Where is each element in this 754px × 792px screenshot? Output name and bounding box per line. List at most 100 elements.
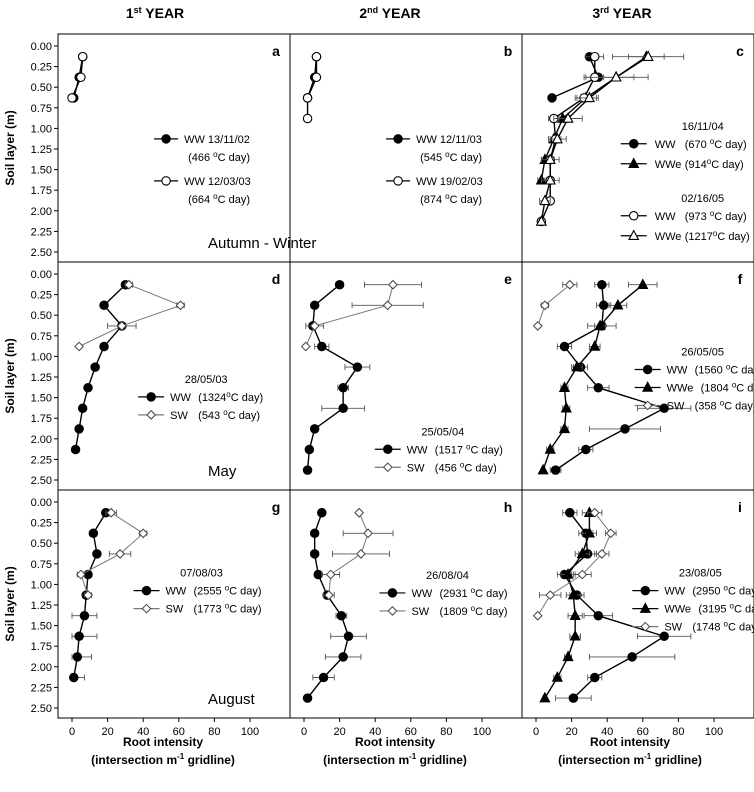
svg-text:(intersection m-1 gridline): (intersection m-1 gridline) <box>323 752 467 767</box>
legend-label: WW <box>655 211 676 223</box>
legend-sub: (1517 oC day) <box>435 442 503 456</box>
data-point <box>537 463 549 475</box>
y-tick-label: 2.50 <box>31 703 52 715</box>
y-tick-label: 0.75 <box>31 331 52 343</box>
x-tick-label: 100 <box>241 726 259 738</box>
y-tick-label: 2.50 <box>31 475 52 487</box>
legend-sub: (1560 oC day) <box>695 362 754 376</box>
series-line <box>78 284 183 347</box>
data-point <box>83 382 93 393</box>
data-point <box>593 610 604 621</box>
legend-label: WW <box>667 364 688 376</box>
x-tick-label: 0 <box>69 726 75 738</box>
data-point <box>309 424 320 434</box>
data-point <box>317 507 327 518</box>
y-tick-label: 2.50 <box>31 247 52 259</box>
data-point <box>388 279 398 290</box>
y-tick-label: 2.25 <box>31 454 52 466</box>
data-point <box>581 444 591 455</box>
data-point <box>576 547 588 559</box>
legend-marker <box>387 606 398 616</box>
data-point <box>74 424 84 434</box>
series-e-0 <box>302 279 371 475</box>
data-point <box>382 300 393 311</box>
legend-g: 07/08/03 WW (2555 oC day) SW (1773 oC day) <box>133 568 262 616</box>
legend-sub: (2931 oC day) <box>439 586 507 600</box>
legend-sub: (914oC day) <box>685 157 744 171</box>
data-point <box>593 382 604 393</box>
legend-marker <box>387 588 398 598</box>
data-point <box>325 569 336 580</box>
legend-label: WW 19/02/03 <box>416 176 483 188</box>
legend-header: 23/08/05 <box>679 568 722 580</box>
data-point <box>560 401 572 413</box>
data-point <box>605 528 616 539</box>
data-point <box>589 507 600 518</box>
series-a-1 <box>67 51 88 103</box>
data-point <box>568 693 579 703</box>
series-g-0 <box>69 507 111 683</box>
y-tick-label: 2.00 <box>31 206 52 218</box>
series-line <box>544 512 591 699</box>
legend-marker <box>642 364 653 375</box>
panel-b: b WW 12/11/03 (545 oC day) WW 19/02/03 (874 … <box>289 33 523 263</box>
ylabel-row-1: Soil layer (m) <box>3 110 17 185</box>
series-b-1 <box>302 51 322 124</box>
legend-marker <box>628 229 640 241</box>
series-h-0 <box>302 507 367 703</box>
legend-sub: (1748 oC day) <box>692 620 754 634</box>
data-point <box>564 279 575 290</box>
data-point <box>343 631 354 642</box>
legend-marker <box>628 157 640 169</box>
data-point <box>352 362 363 372</box>
data-point <box>583 526 596 538</box>
panel-letter: a <box>272 43 280 59</box>
legend-label: WW <box>407 444 428 456</box>
panel-letter: d <box>272 271 281 287</box>
data-point <box>79 610 90 621</box>
x-tick-label: 0 <box>533 726 539 738</box>
season-label: May <box>208 463 237 480</box>
y-tick-label: 1.00 <box>31 123 52 135</box>
xlabel-col-2: Root intensity (intersection m-1 gridlin… <box>323 735 467 767</box>
legend-header: 26/05/05 <box>681 346 724 358</box>
series-line <box>74 284 126 450</box>
data-point <box>304 444 315 455</box>
legend-sub: (456 oC day) <box>435 460 497 474</box>
y-tick-label: 2.25 <box>31 226 52 238</box>
data-point <box>550 465 561 475</box>
data-point <box>309 549 320 559</box>
legend-label: SW <box>667 400 685 412</box>
data-point <box>589 51 600 62</box>
panel-frame <box>289 489 523 719</box>
series-line <box>307 512 350 699</box>
svg-text:Root intensity: Root intensity <box>123 735 203 749</box>
data-point <box>70 444 81 455</box>
panel-letter: g <box>272 499 281 515</box>
data-point <box>594 319 606 331</box>
data-point <box>569 629 581 641</box>
data-point <box>589 340 601 351</box>
svg-text:(intersection m-1 gridline): (intersection m-1 gridline) <box>558 752 702 767</box>
data-point <box>544 153 556 164</box>
legend-e: 25/05/04 WW (1517 oC day) SW (456 oC day) <box>374 426 503 474</box>
data-point <box>620 424 630 434</box>
data-point <box>551 671 563 682</box>
panel-letter: c <box>736 43 744 59</box>
data-point <box>539 691 551 703</box>
y-tick-label: 0.25 <box>31 62 52 74</box>
legend-sub: (2950 oC day) <box>692 584 754 598</box>
legend-sub: (543 oC day) <box>198 408 260 422</box>
legend-marker <box>642 381 654 392</box>
panel-letter: h <box>504 499 513 515</box>
svg-text:Root intensity: Root intensity <box>590 735 670 749</box>
series-line <box>563 512 666 699</box>
y-tick-label: 1.75 <box>31 413 52 425</box>
data-point <box>612 298 624 310</box>
data-point <box>317 341 327 352</box>
data-point <box>318 672 329 683</box>
x-tick-label: 40 <box>369 726 381 738</box>
series-i-2 <box>532 507 617 621</box>
series-d-0 <box>70 279 131 455</box>
legend-sub: (2555 oC day) <box>194 584 262 598</box>
